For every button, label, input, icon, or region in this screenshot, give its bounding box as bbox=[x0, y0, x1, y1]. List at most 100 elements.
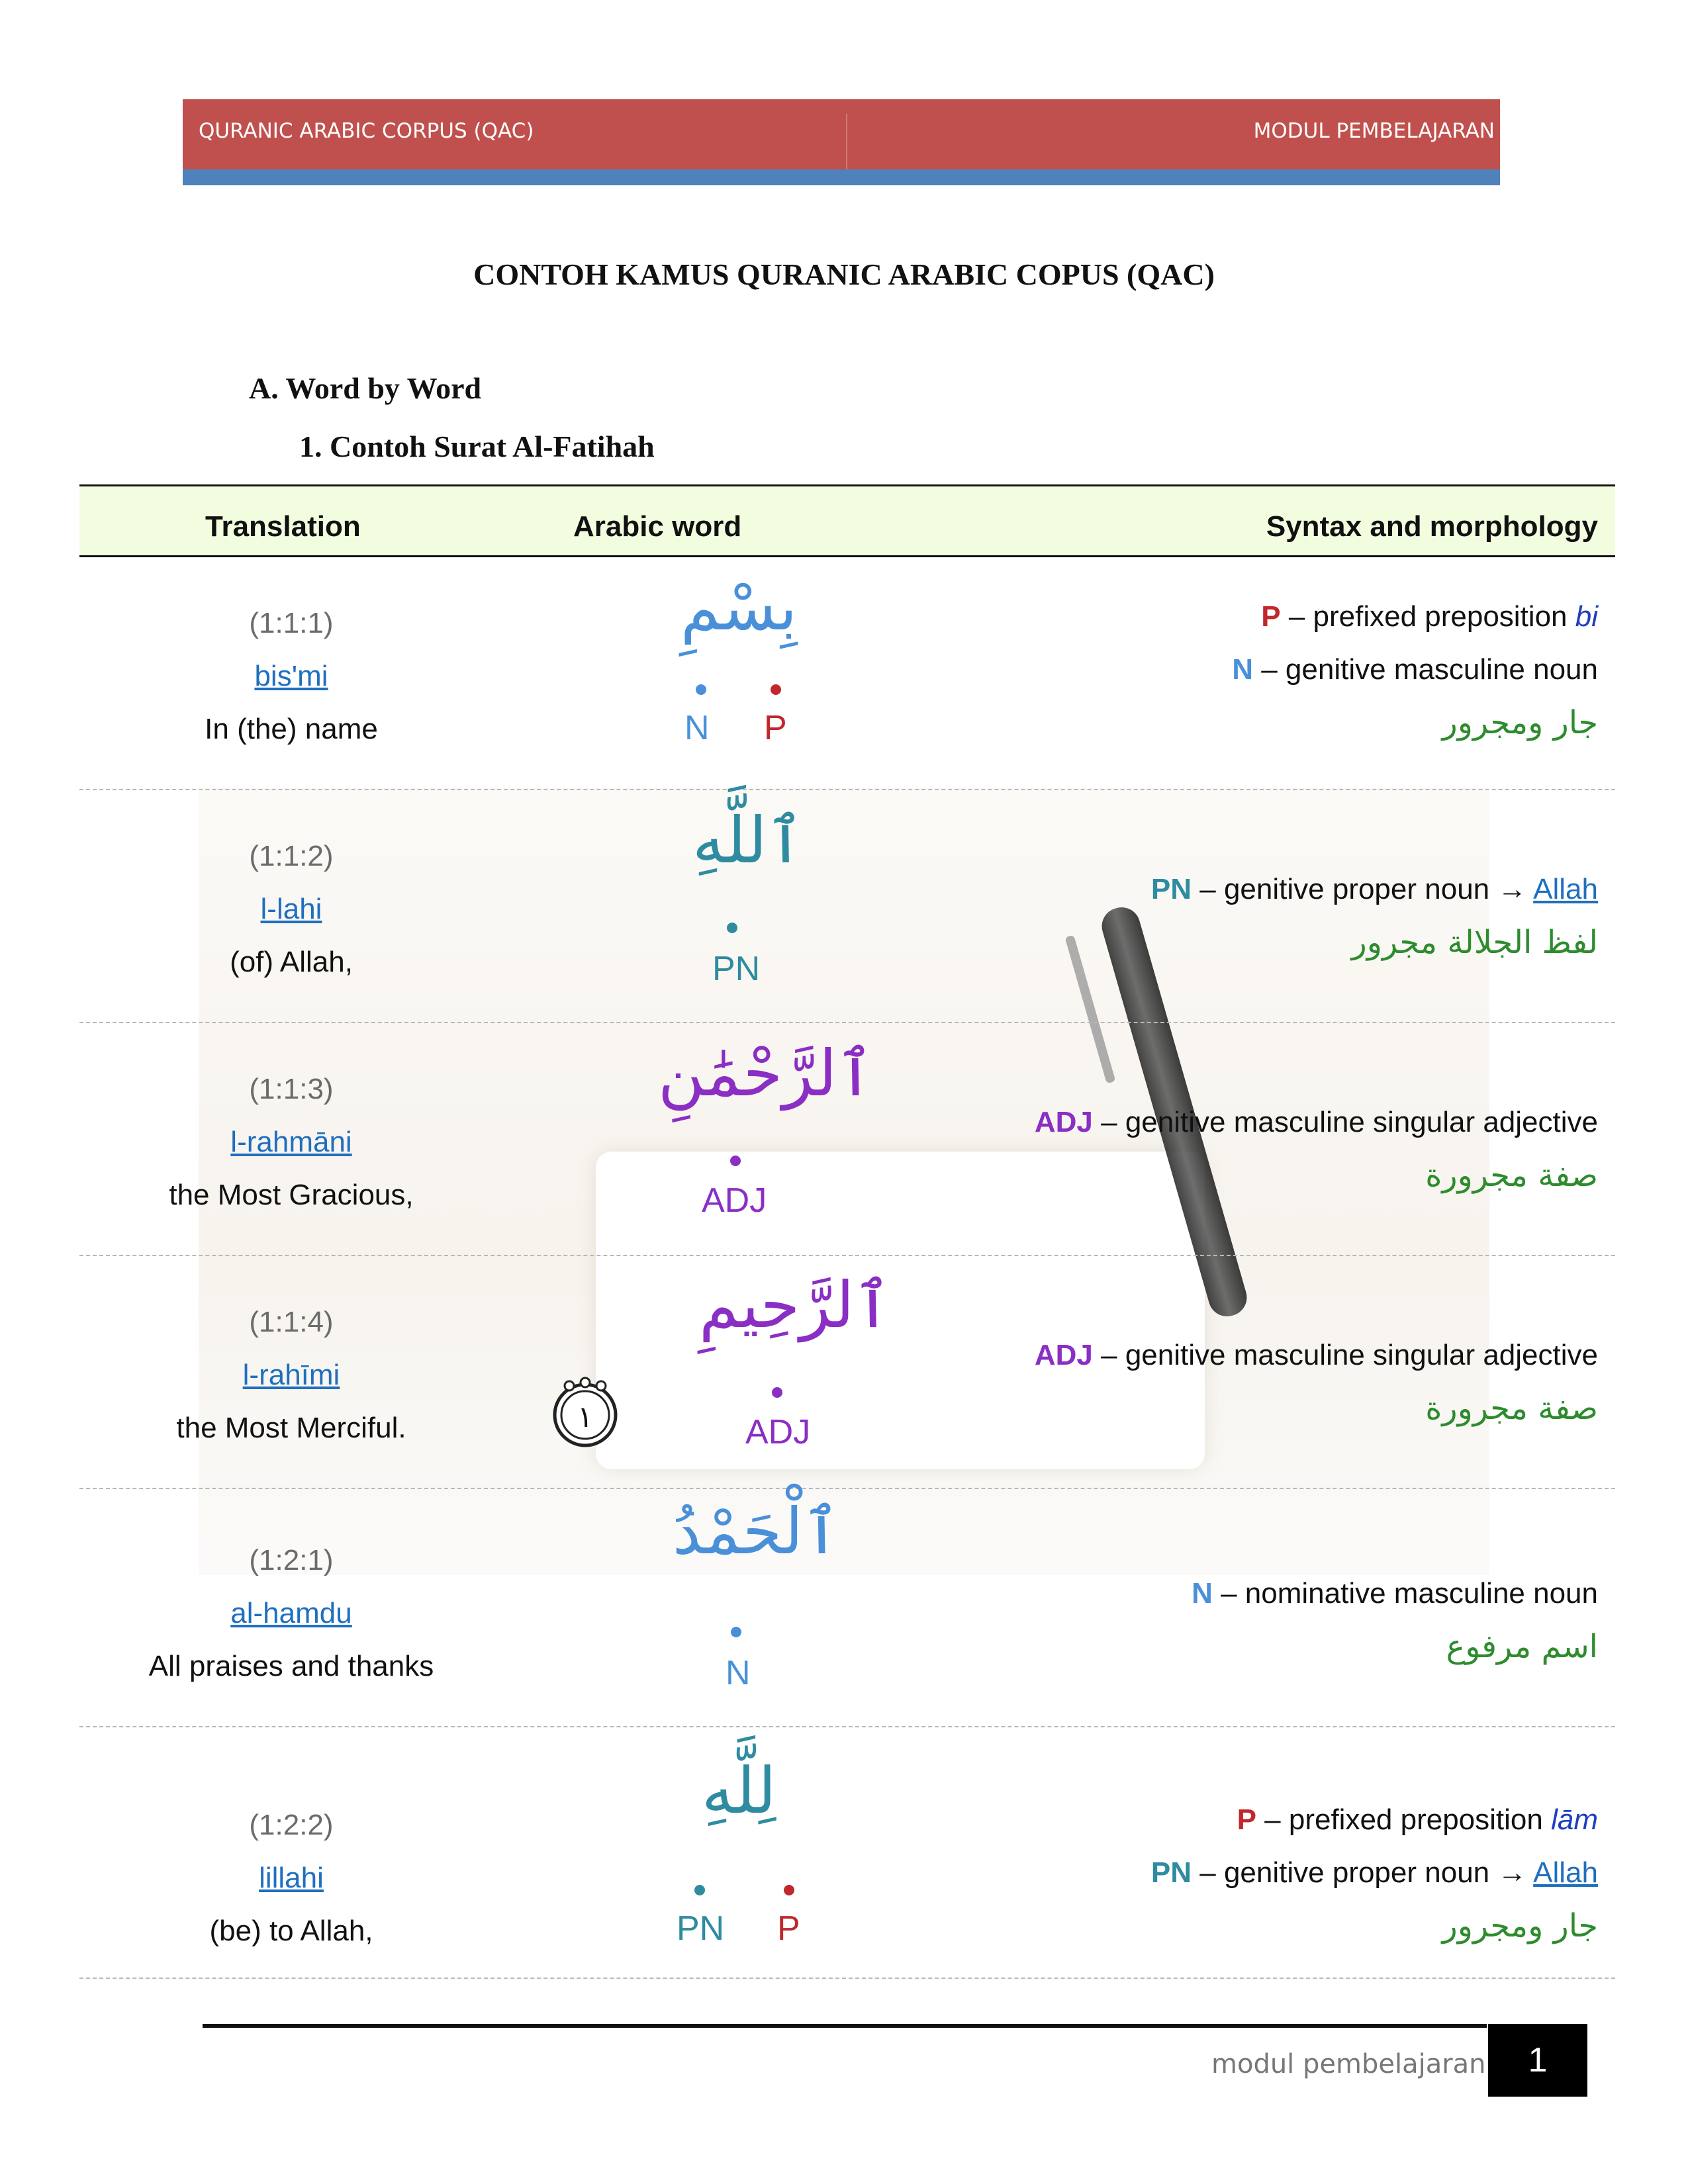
syntax-line: ADJ – genitive masculine singular adject… bbox=[737, 1329, 1598, 1382]
syntax-tag: N bbox=[1232, 653, 1253, 686]
table-row: (1:1:1) bis'mi In (the) name بِسْمِ N P … bbox=[79, 557, 1615, 790]
arabic-word[interactable]: ٱللَّهِ bbox=[692, 803, 804, 878]
tag-label: PN bbox=[677, 1909, 725, 1948]
arabic-gloss: صفة مجرورة bbox=[1425, 1390, 1598, 1427]
syntax-text: – genitive proper noun → bbox=[1192, 1856, 1534, 1889]
syntax-line: N – genitive masculine noun bbox=[737, 643, 1598, 696]
syntax-line: N – nominative masculine noun bbox=[737, 1567, 1598, 1620]
word-location: (1:2:2) bbox=[249, 1809, 334, 1841]
arabic-word[interactable]: ٱلْحَمْدُ bbox=[673, 1494, 841, 1569]
syntax-line: ADJ – genitive masculine singular adject… bbox=[737, 1096, 1598, 1149]
syntax-line: PN – genitive proper noun → Allah bbox=[737, 1846, 1598, 1899]
syntax-tag: PN bbox=[1150, 1856, 1192, 1889]
page-number: 1 bbox=[1488, 2024, 1587, 2097]
syntax-line: P – prefixed preposition lām bbox=[737, 1794, 1598, 1846]
transliteration-link[interactable]: lillahi bbox=[259, 1862, 324, 1894]
arabic-gloss: صفة مجرورة bbox=[1425, 1157, 1598, 1194]
document-title: CONTOH KAMUS QURANIC ARABIC COPUS (QAC) bbox=[473, 257, 1215, 291]
syntax-text: – genitive masculine noun bbox=[1253, 653, 1598, 686]
segment-dot-n bbox=[696, 684, 706, 695]
row-divider bbox=[79, 789, 1615, 790]
arabic-gloss: اسم مرفوع bbox=[1446, 1628, 1598, 1665]
segment-dot-p bbox=[771, 684, 781, 695]
segment-dot-adj bbox=[772, 1387, 782, 1398]
subsection-heading-1: 1. Contoh Surat Al-Fatihah bbox=[299, 430, 655, 463]
syntax-tag: ADJ bbox=[1034, 1106, 1093, 1138]
footer-text: modul pembelajaran bbox=[1211, 2049, 1486, 2079]
syntax-line: P – prefixed preposition bi bbox=[737, 590, 1598, 643]
header-band bbox=[183, 99, 1500, 169]
row-divider bbox=[79, 1022, 1615, 1023]
row-divider bbox=[79, 1726, 1615, 1727]
word-location: (1:1:2) bbox=[249, 840, 334, 872]
header-arabic-word: Arabic word bbox=[573, 510, 742, 543]
arabic-word[interactable]: ٱلرَّحِيمِ bbox=[699, 1268, 892, 1342]
word-location: (1:2:1) bbox=[249, 1544, 334, 1576]
transliteration-link[interactable]: al-hamdu bbox=[230, 1597, 352, 1629]
word-location: (1:1:3) bbox=[249, 1073, 334, 1105]
syntax-text: – genitive proper noun → bbox=[1192, 873, 1534, 905]
word-location: (1:1:4) bbox=[249, 1306, 334, 1338]
syntax-tag: PN bbox=[1150, 873, 1192, 905]
header-accent-bar bbox=[183, 169, 1500, 185]
header-right-title: MODUL PEMBELAJARAN bbox=[1253, 119, 1495, 143]
transliteration-link[interactable]: bis'mi bbox=[254, 660, 328, 692]
syntax-line: PN – genitive proper noun → Allah bbox=[737, 863, 1598, 916]
segment-dot-n bbox=[731, 1627, 741, 1637]
header-syntax: Syntax and morphology bbox=[1266, 510, 1598, 543]
segment-dot-pn bbox=[727, 923, 737, 933]
arabic-gloss: جار ومجرور bbox=[1442, 704, 1598, 741]
syntax-tag: P bbox=[1261, 600, 1281, 633]
syntax-tag: P bbox=[1237, 1803, 1256, 1836]
watermark-paper bbox=[596, 1152, 1205, 1469]
allah-link[interactable]: Allah bbox=[1533, 873, 1598, 905]
arabic-word[interactable]: ٱلرَّحْمَٰنِ bbox=[658, 1036, 874, 1111]
tag-label: N bbox=[684, 709, 710, 747]
tag-label: PN bbox=[712, 950, 761, 988]
segment-dot-adj bbox=[730, 1156, 741, 1166]
english-translation: the Most Merciful. bbox=[176, 1412, 406, 1444]
syntax-text: – nominative masculine noun bbox=[1212, 1577, 1598, 1610]
syntax-text: – prefixed preposition bbox=[1280, 600, 1575, 633]
ayah-end-marker-icon: ١ bbox=[553, 1377, 618, 1447]
table-row: (1:1:2) l-lahi (of) Allah, ٱللَّهِ PN PN… bbox=[79, 790, 1615, 1023]
header-left-title: QURANIC ARABIC CORPUS (QAC) bbox=[199, 119, 534, 143]
english-translation: All praises and thanks bbox=[148, 1650, 434, 1682]
header-divider bbox=[846, 114, 847, 184]
english-translation: (be) to Allah, bbox=[209, 1915, 373, 1947]
row-divider bbox=[79, 1978, 1615, 1979]
tag-label: ADJ bbox=[702, 1181, 767, 1220]
segment-dot-p bbox=[784, 1885, 794, 1895]
tag-label: N bbox=[726, 1654, 751, 1692]
syntax-tag: ADJ bbox=[1034, 1339, 1093, 1371]
tag-label: P bbox=[764, 709, 787, 747]
table-row: (1:2:2) lillahi (be) to Allah, لِلَّهِ P… bbox=[79, 1727, 1615, 1979]
english-translation: In (the) name bbox=[205, 713, 378, 745]
table-header: Translation Arabic word Syntax and morph… bbox=[79, 484, 1615, 557]
row-divider bbox=[79, 1255, 1615, 1256]
transliteration-link[interactable]: l-lahi bbox=[260, 893, 322, 925]
table-row: (1:2:1) al-hamdu All praises and thanks … bbox=[79, 1489, 1615, 1727]
allah-link[interactable]: Allah bbox=[1533, 1856, 1598, 1889]
arabic-word[interactable]: بِسْمِ bbox=[680, 570, 798, 645]
header-translation: Translation bbox=[205, 510, 361, 543]
syntax-tag: N bbox=[1192, 1577, 1213, 1610]
tag-label: P bbox=[777, 1909, 800, 1948]
arabic-gloss: لفظ الجلالة مجرور bbox=[1351, 924, 1598, 961]
syntax-italic: bi bbox=[1575, 600, 1598, 633]
syntax-italic: lām bbox=[1551, 1803, 1598, 1836]
english-translation: the Most Gracious, bbox=[169, 1179, 414, 1211]
arabic-word[interactable]: لِلَّهِ bbox=[702, 1754, 776, 1828]
syntax-text: – genitive masculine singular adjective bbox=[1092, 1106, 1598, 1138]
transliteration-link[interactable]: l-rahmāni bbox=[230, 1126, 352, 1158]
ayah-number: ١ bbox=[577, 1400, 593, 1434]
word-location: (1:1:1) bbox=[249, 607, 334, 639]
arabic-gloss: جار ومجرور bbox=[1442, 1907, 1598, 1944]
footer-rule bbox=[203, 2024, 1487, 2028]
section-heading-a: A. Word by Word bbox=[249, 371, 482, 405]
syntax-text: – prefixed preposition bbox=[1256, 1803, 1552, 1836]
row-divider bbox=[79, 1488, 1615, 1489]
syntax-text: – genitive masculine singular adjective bbox=[1092, 1339, 1598, 1371]
english-translation: (of) Allah, bbox=[230, 946, 353, 978]
transliteration-link[interactable]: l-rahīmi bbox=[242, 1359, 340, 1391]
